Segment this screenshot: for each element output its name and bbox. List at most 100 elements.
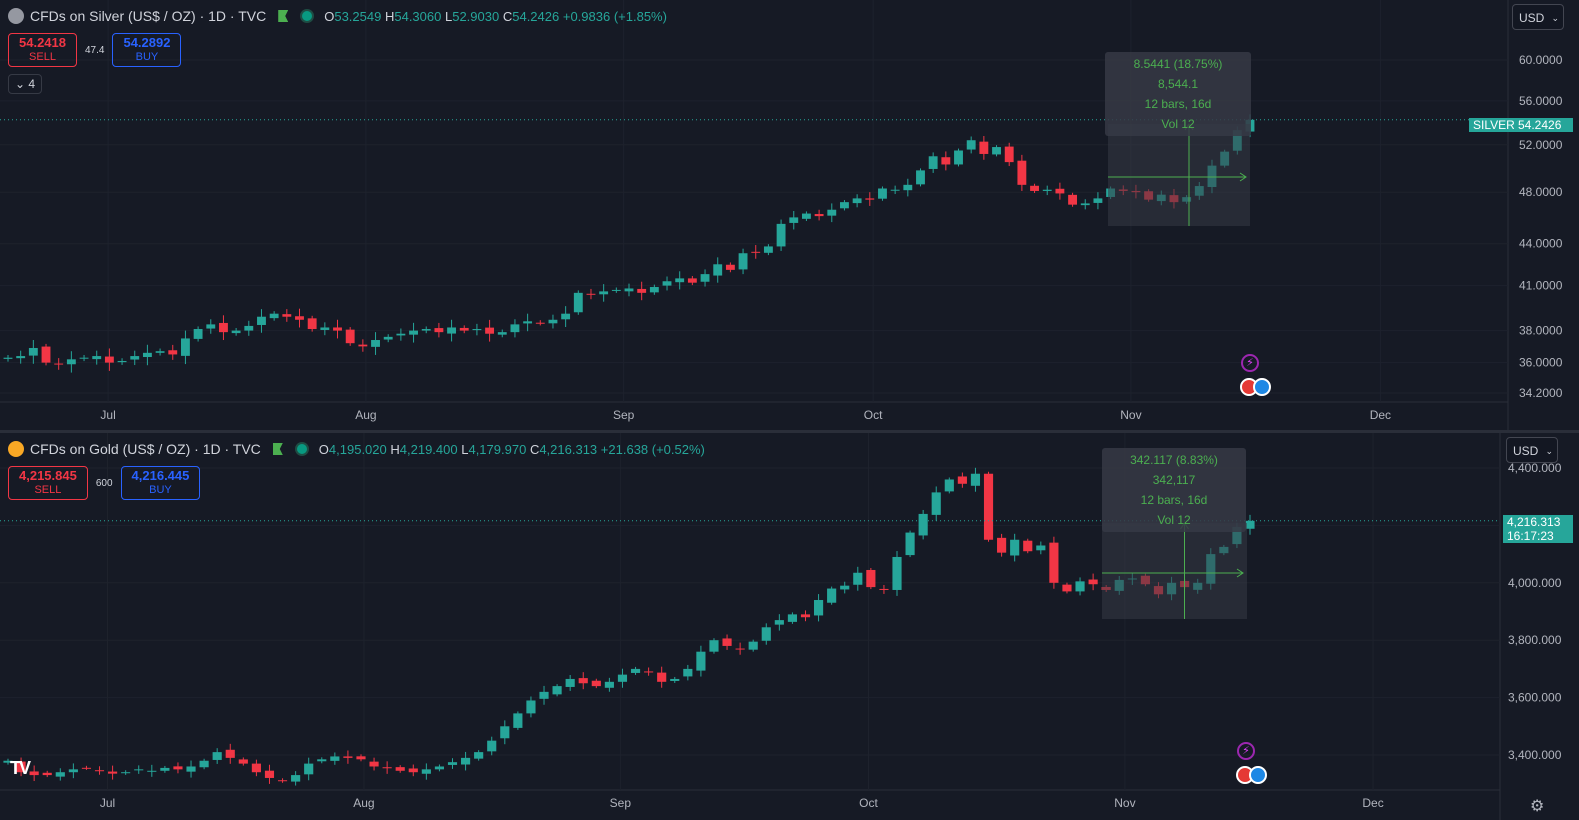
candle-body [117, 360, 127, 363]
candle-body [713, 264, 723, 276]
candle-body [840, 585, 850, 590]
symbol-title[interactable]: CFDs on Silver (US$ / OZ) · 1D · TVC [30, 8, 267, 24]
candle-body [700, 274, 710, 282]
x-tick-label: Jul [100, 796, 115, 810]
gold-legend: CFDs on Gold (US$ / OZ) · 1D · TVC O4,19… [8, 441, 705, 457]
candle-body [970, 473, 981, 486]
y-tick-label: 52.0000 [1519, 138, 1563, 152]
measure-arrowhead [1239, 172, 1247, 182]
candle-body [748, 641, 758, 650]
candle-body [1030, 185, 1039, 191]
candle-body [591, 680, 601, 687]
lightning-event-icon[interactable]: ⚡ [1241, 354, 1259, 372]
candle-body [903, 184, 913, 191]
silver-chart-pane[interactable]: 60.0000 56.0000 52.0000 48.0000 44.0000 41.00… [0, 0, 1579, 430]
candle-body [611, 289, 621, 291]
x-tick-label: Dec [1362, 796, 1383, 810]
candle-body [358, 344, 368, 347]
gold-coin-icon [8, 441, 24, 457]
ohlc-values: O4,195.020 H4,219.400 L4,179.970 C4,216.… [318, 441, 705, 457]
gear-icon[interactable]: ⚙ [1530, 798, 1545, 815]
y-tick-label: 56.0000 [1519, 94, 1563, 108]
candle-body [238, 759, 248, 764]
candle-body [535, 322, 545, 324]
candle-body [277, 780, 288, 782]
candle-body [604, 681, 614, 688]
candle-body [709, 640, 719, 652]
y-tick-label: 3,600.000 [1508, 691, 1562, 705]
candle-body [396, 333, 406, 336]
candle-body [81, 767, 92, 769]
currency-select[interactable]: USD ⌄ [1512, 4, 1564, 30]
tradingview-logo[interactable]: TV [10, 758, 31, 778]
gold-chart-pane[interactable]: 4,400.0004,200.0004,000.0003,800.0003,60… [0, 433, 1579, 820]
candle-body [624, 288, 634, 292]
candle-body [510, 324, 520, 333]
candle-body [523, 321, 533, 324]
y-tick-label: 36.0000 [1519, 356, 1563, 370]
candle-body [890, 189, 900, 191]
lightning-event-icon[interactable]: ⚡ [1237, 742, 1255, 760]
candle-body [104, 356, 114, 363]
candle-body [94, 770, 105, 772]
candle-body [307, 318, 317, 330]
candle-body [1080, 203, 1090, 206]
candle-body [1068, 194, 1078, 205]
us-flag-event-icon[interactable] [1249, 766, 1267, 784]
candle-body [474, 752, 484, 759]
candle-body [649, 287, 659, 293]
candle-body [548, 319, 558, 324]
candle-body [459, 327, 469, 331]
sell-button[interactable]: 4,215.845 SELL [8, 466, 88, 500]
candle-body [485, 327, 495, 334]
chevron-down-icon: ⌄ [15, 77, 26, 91]
chevron-down-icon: ⌄ [1551, 13, 1559, 23]
bar-countdown: 16:17:23 [1507, 529, 1554, 543]
candle-body [814, 214, 824, 217]
candle-body [662, 281, 672, 286]
candle-body [356, 756, 366, 760]
last-price-label: 4,216.313 16:17:23 [1503, 515, 1573, 543]
gold-candlestick-chart[interactable]: 4,400.0004,200.0004,000.0003,800.0003,60… [0, 433, 1579, 820]
flag-icon[interactable] [272, 443, 283, 455]
candle-body [763, 246, 773, 253]
y-tick-label: 4,000.000 [1508, 576, 1562, 590]
currency-select[interactable]: USD ⌄ [1506, 437, 1558, 463]
candle-body [892, 556, 902, 590]
symbol-title[interactable]: CFDs on Gold (US$ / OZ) · 1D · TVC [30, 441, 261, 457]
candle-body [295, 316, 304, 320]
candle-body [539, 691, 549, 699]
candle-body [155, 351, 165, 353]
buy-button[interactable]: 4,216.445 BUY [120, 466, 201, 500]
trade-buttons: 4,215.845 SELL 600 4,216.445 BUY [8, 466, 201, 500]
us-flag-event-icon[interactable] [1253, 378, 1271, 396]
candle-body [3, 357, 13, 359]
candle-body [291, 775, 301, 782]
candle-body [409, 330, 418, 335]
collapse-indicators-button[interactable]: ⌄ 4 [8, 74, 43, 94]
candle-body [526, 700, 536, 714]
candle-body [565, 678, 575, 687]
buy-button[interactable]: 54.2892 BUY [112, 33, 182, 67]
candle-body [231, 330, 241, 334]
candle-body [561, 313, 571, 320]
y-tick-label: 41.0000 [1519, 279, 1563, 293]
silver-candlestick-chart[interactable]: 60.0000 56.0000 52.0000 48.0000 44.0000 41.00… [0, 0, 1579, 430]
candle-body [186, 766, 196, 772]
spread-value: 47.4 [85, 44, 105, 56]
candle-body [3, 760, 13, 763]
candle-body [54, 363, 64, 365]
y-tick-label: 60.0000 [1519, 53, 1563, 67]
candle-body [472, 329, 482, 331]
candle-body [944, 479, 954, 492]
pane-divider[interactable] [0, 430, 1579, 433]
candle-body [371, 340, 380, 347]
candle-body [879, 588, 889, 590]
sell-button[interactable]: 54.2418 SELL [8, 33, 77, 67]
x-tick-label: Sep [613, 408, 635, 422]
candle-body [421, 769, 431, 774]
flag-icon[interactable] [278, 10, 289, 22]
candle-body [16, 356, 26, 359]
candle-body [244, 325, 254, 331]
candle-body [28, 347, 38, 356]
